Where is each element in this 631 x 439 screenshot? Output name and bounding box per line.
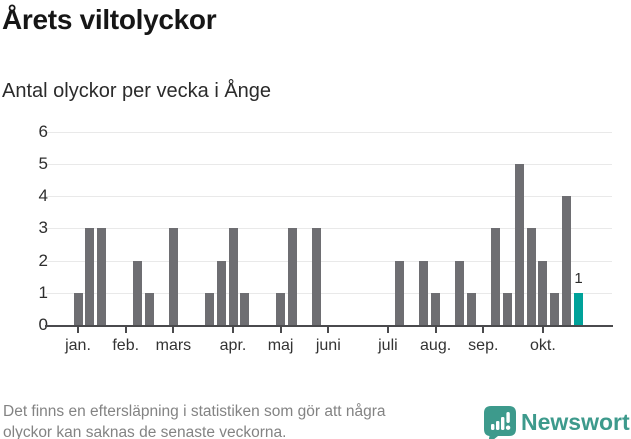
x-axis-month-label: mars [155,337,192,354]
x-axis-month-label: aug. [420,337,452,354]
y-axis-tick-label: 0 [38,315,48,334]
x-axis-tick [386,327,389,333]
gridline [46,196,612,198]
highlighted-bar-value-label: 1 [574,269,583,287]
x-axis-month-label: apr. [219,337,247,354]
bar [550,292,560,325]
bar [240,292,250,325]
bar [97,228,107,325]
x-axis-month-label: feb. [112,337,140,354]
y-axis-tick-label: 6 [38,121,48,141]
x-axis-tick [434,327,437,333]
bar [228,228,238,325]
footnote-line: olyckor kan saknas de senaste veckorna. [3,423,287,439]
bar [288,228,298,325]
gridline [46,228,612,230]
x-axis-month-label: juli [378,337,398,354]
bar [145,292,154,325]
x-axis-tick [482,327,485,333]
x-axis-month-label: jan. [65,337,91,354]
bar [419,260,429,325]
bar [431,292,441,325]
plot-area: 0 1 2 3 4 5 6 1 jan. feb. mars apr. maj juni juli aug. s… [38,121,613,354]
x-axis-tick [541,327,544,333]
bar [466,292,476,325]
y-axis-tick-label: 4 [38,186,48,206]
chart-title: Årets viltolyckor [2,4,217,35]
chart-subtitle: Antal olyckor per vecka i Ånge [2,80,272,102]
newsworthy-bubble-chart-icon [484,406,516,439]
x-axis-month-label: juni [315,337,341,354]
gridline [46,164,612,165]
y-axis-tick-label: 1 [38,282,48,302]
x-axis-tick [279,327,282,333]
gridline [46,260,612,262]
x-axis-tick [232,327,234,333]
y-axis-tick-label: 5 [38,154,48,173]
bar [276,292,286,325]
x-axis-tick [327,327,330,333]
bar [490,228,500,325]
y-axis-tick-label: 3 [38,218,48,238]
bar [204,292,214,325]
bar [502,292,512,325]
x-axis-month-label: sep. [468,337,499,354]
bar [85,228,95,325]
bar [73,292,83,325]
bar [526,228,536,325]
x-axis-month-label: okt. [529,337,556,354]
highlighted-bar [574,292,584,325]
bar [311,228,321,325]
bar [538,260,548,325]
bar [454,260,464,325]
bar [216,260,226,325]
gridline [46,131,612,133]
newsworthy-logo-text: Newsworthy [521,409,631,435]
x-axis-tick [124,327,127,333]
footnote-line: Det finns en eftersläpning i statistiken… [3,403,386,420]
bar [514,164,524,325]
x-axis-tick [77,327,79,333]
gridline [46,292,612,294]
bar [395,260,405,325]
bar [133,260,143,325]
x-axis-tick [172,327,175,333]
x-axis-line [45,325,613,327]
bar [168,228,178,325]
bar [562,196,572,325]
y-axis-tick-label: 2 [38,250,48,270]
footnote: Det finns en eftersläpning i statistiken… [3,402,386,439]
x-axis-month-label: maj [267,337,294,354]
